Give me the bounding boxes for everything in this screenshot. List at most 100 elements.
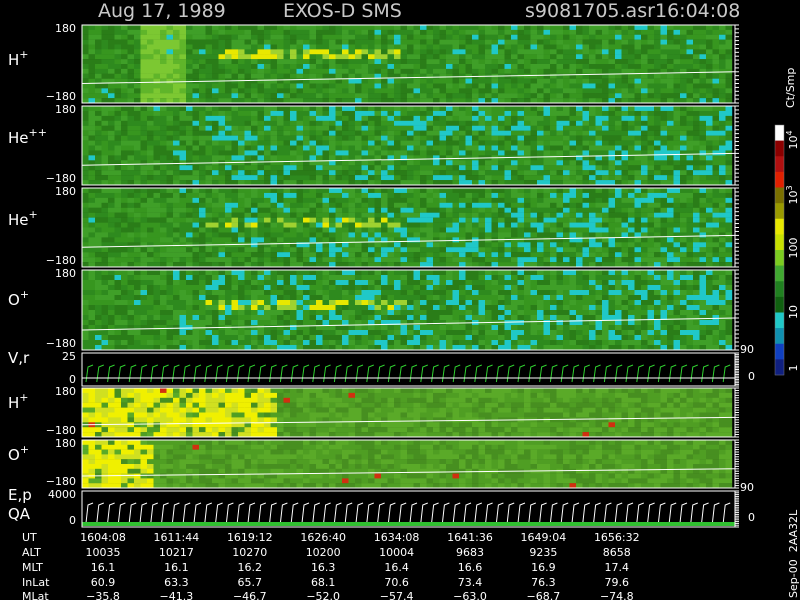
spectrogram-cell — [121, 192, 128, 199]
spectrogram-cell — [660, 188, 668, 194]
spectrogram-cell — [530, 125, 538, 131]
spectrogram-cell — [433, 247, 440, 253]
spectrogram-cell — [699, 145, 707, 151]
spectrogram-cell — [114, 247, 122, 253]
spectrogram-cell — [335, 130, 343, 136]
spectrogram-cell — [725, 64, 733, 70]
spectrogram-cell — [680, 135, 687, 141]
spectrogram-cell — [524, 150, 531, 156]
spectrogram-cell — [251, 145, 258, 151]
spectrogram-cell — [452, 232, 460, 238]
spectrogram-cell — [426, 207, 434, 213]
spectrogram-cell — [426, 25, 434, 31]
spectrogram-cell — [582, 247, 590, 253]
spectrogram-cell — [361, 165, 369, 171]
spectrogram-cell — [407, 237, 414, 243]
spectrogram-cell — [660, 110, 668, 117]
spectrogram-cell — [550, 247, 557, 253]
spectrogram-cell — [400, 150, 408, 156]
spectrogram-cell — [517, 93, 525, 99]
axis-bottom: −180 — [46, 90, 76, 103]
spectrogram-cell — [439, 54, 447, 60]
spectrogram-cell — [368, 175, 375, 181]
spectrogram-cell — [381, 130, 388, 136]
spectrogram-cell — [556, 197, 564, 204]
spectrogram-cell — [303, 68, 310, 74]
spectrogram-cell — [231, 212, 239, 218]
spectrogram-cell — [517, 110, 525, 117]
spectrogram-cell — [413, 155, 421, 161]
spectrogram-cell — [322, 54, 330, 60]
spectrogram-cell — [634, 135, 642, 141]
spectrogram-cell — [374, 93, 382, 99]
spectrogram-cell — [413, 232, 421, 238]
spectrogram-cell — [264, 227, 271, 233]
spectrogram-cell — [244, 180, 252, 186]
spectrogram-cell — [608, 78, 616, 84]
spectrogram-cell — [121, 217, 128, 223]
spectrogram-cell — [426, 135, 434, 141]
spectrogram-cell — [641, 222, 648, 228]
spectrogram-cell — [550, 110, 557, 117]
spectrogram-cell — [283, 257, 291, 263]
spectrogram-cell — [426, 175, 434, 181]
spectrogram-cell — [491, 247, 499, 253]
spectrogram-cell — [563, 68, 570, 74]
spectrogram-cell — [348, 120, 356, 126]
spectrogram-cell — [335, 29, 343, 35]
spectrogram-cell — [88, 88, 96, 94]
title: Aug 17, 1989 — [98, 0, 226, 22]
spectrogram-cell — [205, 262, 213, 268]
spectrogram-cell — [264, 93, 271, 99]
spectrogram-cell — [628, 98, 635, 104]
spectrogram-cell — [719, 257, 726, 263]
spectrogram-cell — [589, 88, 596, 94]
spectrogram-cell — [686, 98, 694, 104]
spectrogram-cell — [660, 175, 668, 181]
spectrogram-cell — [485, 44, 492, 50]
spectrogram-cell — [634, 192, 642, 199]
spectrogram-cell — [556, 44, 564, 50]
spectrogram-cell — [342, 237, 349, 243]
spectrogram-cell — [322, 247, 330, 253]
spectrogram-cell — [283, 237, 291, 243]
spectrogram-cell — [153, 197, 161, 204]
spectrogram-cell — [524, 44, 531, 50]
spectrogram-cell — [628, 73, 635, 79]
spectrogram-cell — [667, 34, 674, 40]
spectrogram-cell — [550, 39, 557, 45]
spectrogram-cell — [166, 93, 174, 99]
spectrogram-cell — [270, 242, 278, 248]
spectrogram-cell — [452, 227, 460, 233]
spectrogram-cell — [413, 54, 421, 60]
spectrogram-cell — [394, 217, 401, 223]
spectrogram-cell — [329, 68, 336, 74]
spectrogram-cell — [465, 180, 473, 186]
spectrogram-cell — [348, 73, 356, 79]
spectrogram-cell — [238, 197, 245, 204]
spectrogram-cell — [478, 120, 486, 126]
spectrogram-cell — [686, 155, 694, 161]
spectrogram-cell — [699, 170, 707, 176]
spectrogram-cell — [147, 98, 154, 104]
spectrogram-cell — [277, 222, 284, 228]
spectrogram-cell — [147, 29, 154, 35]
spectrogram-cell — [498, 232, 505, 238]
spectrogram-cell — [316, 29, 323, 35]
spectrogram-cell — [231, 73, 239, 79]
spectrogram-cell — [153, 262, 161, 268]
spectrogram-cell — [101, 285, 109, 291]
spectrogram-cell — [101, 300, 109, 306]
spectrogram-cell — [641, 252, 648, 258]
spectrogram-cell — [342, 175, 349, 181]
spectrogram-cell — [673, 140, 681, 146]
spectrogram-cell — [615, 64, 622, 70]
spectrogram-cell — [725, 54, 733, 60]
spectrogram-cell — [283, 106, 291, 112]
spectrogram-cell — [712, 188, 720, 194]
spectrogram-cell — [686, 188, 694, 194]
spectrogram-cell — [628, 150, 635, 156]
spectrogram-cell — [706, 140, 713, 146]
spectrogram-cell — [160, 180, 167, 186]
spectrogram-cell — [706, 106, 713, 112]
